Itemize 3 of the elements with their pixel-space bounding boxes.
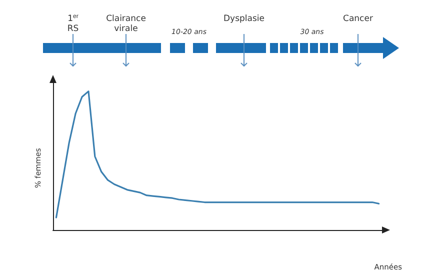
text: Clairance virale <box>106 14 146 34</box>
text: Dysplasie <box>224 14 264 24</box>
text: Cancer <box>343 14 374 24</box>
